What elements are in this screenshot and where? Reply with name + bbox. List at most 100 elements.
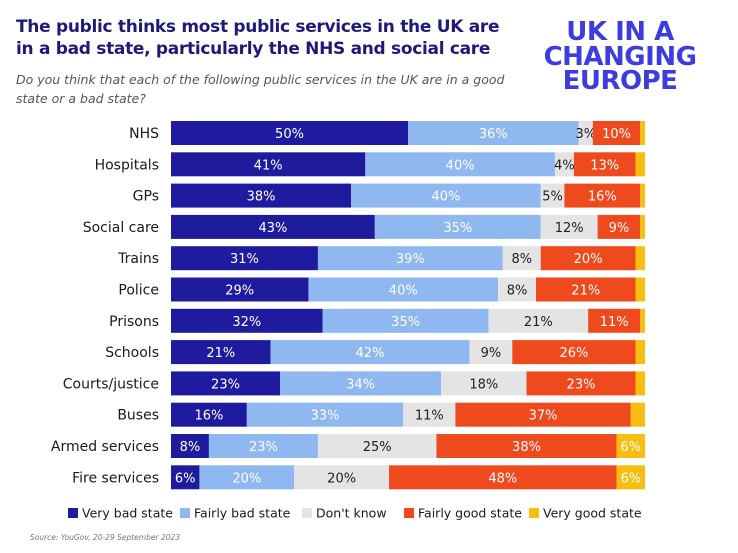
bar-segment-social-care-4 [640,214,645,239]
bar-segment-hospitals-4 [635,152,645,177]
bar-segment-fire-services-4 [616,465,645,490]
legend-label-very-bad-state: Very bad state [82,506,173,521]
bar-segment-courts-justice-0 [171,371,281,396]
data-label-nhs-0: 50% [275,127,304,142]
data-label-nhs-3: 10% [602,127,631,142]
legend-swatch-fairly-good-state [404,508,414,518]
data-label-schools-0: 21% [206,346,235,361]
category-label-gps: GPs [133,189,159,205]
bar-segment-nhs-1 [408,121,579,145]
bar-segment-fire-services-0 [171,465,200,490]
bar-segment-hospitals-0 [171,152,366,177]
bar-segment-schools-3 [512,340,636,365]
data-label-prisons-3: 11% [600,315,629,330]
data-label-fire-services-0: 6% [175,471,196,486]
bar-segment-trains-2 [502,246,541,271]
source-note: Source: YouGov, 20-29 September 2023 [30,533,181,542]
data-label-fire-services-3: 48% [488,471,517,486]
category-label-courts-justice: Courts/justice [63,376,159,392]
bar-segment-fire-services-1 [199,465,295,490]
data-label-armed-services-2: 25% [363,440,392,455]
data-label-gps-3: 16% [588,190,617,205]
bar-segment-police-0 [171,277,309,302]
category-label-buses: Buses [117,408,159,424]
bar-segment-trains-3 [540,246,636,271]
bar-segment-prisons-2 [488,308,589,333]
bar-segment-schools-0 [171,340,271,365]
category-label-trains: Trains [117,251,159,267]
bar-segment-fire-services-2 [294,465,390,490]
legend-label-fairly-bad-state: Fairly bad state [194,506,291,521]
bar-segment-schools-4 [635,340,645,365]
bar-segment-social-care-3 [597,214,641,239]
bar-segment-courts-justice-4 [635,371,645,396]
bar-segment-nhs-2 [578,121,593,145]
category-label-fire-services: Fire services [72,470,159,486]
bar-segment-armed-services-1 [208,434,318,458]
data-label-trains-3: 20% [574,252,603,267]
bar-segment-police-1 [308,277,499,302]
bar-segment-trains-0 [171,246,318,271]
bar-segment-buses-1 [246,402,404,427]
data-label-courts-justice-2: 18% [469,377,498,392]
data-label-prisons-1: 35% [391,315,420,330]
bar-segment-courts-justice-3 [526,371,636,396]
data-label-fire-services-4: 6% [620,471,641,486]
data-label-trains-2: 8% [511,252,532,267]
data-label-armed-services-1: 23% [249,440,278,455]
legend-label-don-t-know: Don't know [316,506,387,521]
data-label-social-care-2: 12% [555,221,584,236]
bar-segment-social-care-2 [540,214,598,239]
data-label-fire-services-2: 20% [327,471,356,486]
data-label-police-0: 29% [225,284,254,299]
bar-segment-buses-4 [630,402,645,427]
data-label-hospitals-2: 4% [554,158,575,173]
data-label-nhs-2: 3% [575,127,596,142]
bar-segment-armed-services-4 [616,434,645,458]
bar-segment-buses-0 [171,402,247,427]
category-label-schools: Schools [105,345,159,361]
bar-segment-armed-services-3 [436,434,617,458]
category-label-police: Police [118,283,159,299]
data-label-police-2: 8% [507,284,528,299]
data-label-police-3: 21% [571,284,600,299]
data-label-nhs-1: 36% [479,127,508,142]
category-label-social-care: Social care [83,220,159,236]
bar-segment-schools-1 [270,340,470,365]
bar-segment-hospitals-2 [554,152,574,177]
bar-segment-social-care-1 [374,214,541,239]
data-label-schools-2: 9% [481,346,502,361]
bar-segment-hospitals-1 [365,152,555,177]
data-label-gps-1: 40% [431,190,460,205]
bar-segment-buses-3 [455,402,631,427]
data-label-buses-1: 33% [311,409,340,424]
category-label-nhs: NHS [129,126,159,142]
bar-segment-gps-0 [171,183,352,208]
legend-swatch-very-bad-state [68,508,78,518]
bar-segment-nhs-3 [592,121,641,145]
data-label-fire-services-1: 20% [232,471,261,486]
data-label-courts-justice-0: 23% [211,377,240,392]
bar-segment-courts-justice-2 [441,371,527,396]
bar-segment-armed-services-0 [171,434,209,458]
bar-segment-gps-1 [351,183,541,208]
legend-label-very-good-state: Very good state [543,506,642,521]
bar-segment-prisons-3 [588,308,641,333]
bar-segment-prisons-0 [171,308,323,333]
data-label-social-care-3: 9% [609,221,630,236]
category-label-armed-services: Armed services [51,439,159,455]
category-label-prisons: Prisons [109,314,159,330]
bar-segment-buses-2 [403,402,456,427]
bar-segment-gps-4 [640,183,645,208]
data-label-buses-0: 16% [194,409,223,424]
bar-segment-prisons-4 [640,308,645,333]
logo-line-2: CHANGING [543,41,697,72]
legend-swatch-very-good-state [529,508,539,518]
data-label-armed-services-3: 38% [512,440,541,455]
bar-segment-gps-3 [564,183,641,208]
bar-segment-nhs-4 [640,121,645,145]
data-label-schools-1: 42% [356,346,385,361]
data-label-trains-1: 39% [396,252,425,267]
bar-segment-trains-4 [635,246,645,271]
